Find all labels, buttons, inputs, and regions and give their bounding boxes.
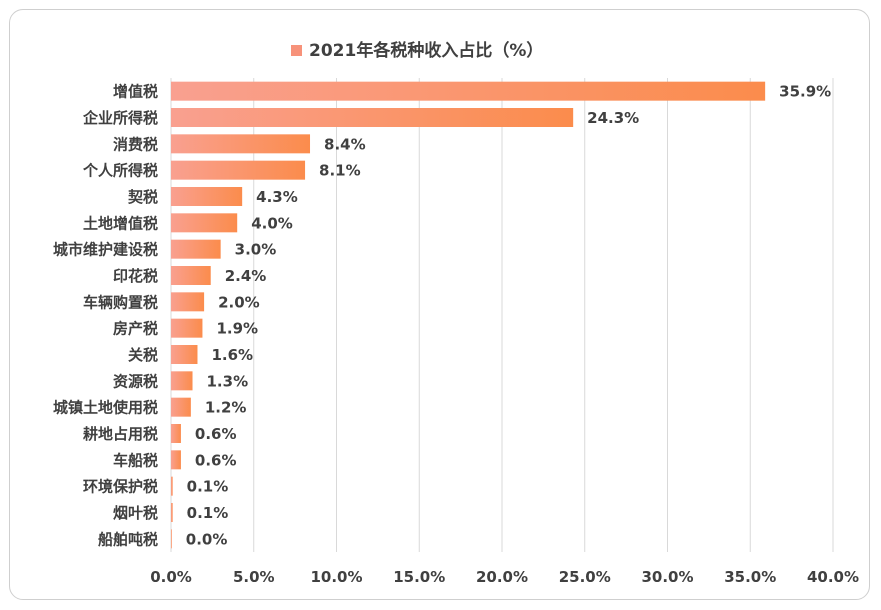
bar	[171, 187, 243, 206]
bar	[171, 345, 198, 364]
legend-label: 2021年各税种收入占比（%）	[309, 40, 543, 61]
data-label: 1.2%	[205, 399, 247, 417]
bar	[171, 266, 211, 285]
category-label: 车船税	[113, 451, 158, 469]
category-label: 烟叶税	[113, 504, 158, 522]
data-label: 0.0%	[186, 530, 228, 548]
x-tick-label: 35.0%	[724, 568, 776, 586]
x-tick-label: 15.0%	[393, 568, 445, 586]
category-label: 耕地占用税	[83, 425, 158, 443]
x-tick-label: 20.0%	[476, 568, 528, 586]
x-tick-label: 10.0%	[310, 568, 362, 586]
bar	[171, 318, 203, 338]
bar	[171, 424, 181, 443]
data-label: 4.0%	[251, 214, 293, 232]
bar	[171, 476, 173, 496]
bar	[171, 450, 181, 470]
data-label: 1.3%	[207, 372, 249, 390]
category-label: 消费税	[113, 135, 158, 153]
bar	[171, 81, 766, 101]
data-label: 3.0%	[235, 241, 277, 259]
legend-swatch	[291, 45, 302, 56]
x-axis-ticks: 0.0% 5.0% 10.0% 15.0% 20.0% 25.0% 30.0% 35.0% 40…	[150, 568, 859, 586]
bar	[171, 503, 173, 522]
bar	[171, 397, 191, 417]
x-tick-label: 40.0%	[807, 568, 859, 586]
x-tick-label: 30.0%	[641, 568, 693, 586]
bar	[171, 371, 193, 391]
category-labels: 增值税企业所得税消费税个人所得税契税土地增值税城市维护建设税印花税车辆购置税房产…	[53, 83, 158, 549]
category-label: 印花税	[113, 267, 158, 285]
bar	[171, 134, 311, 154]
data-label: 0.1%	[187, 478, 229, 496]
category-label: 资源税	[113, 372, 158, 390]
category-label: 城市维护建设税	[53, 241, 158, 259]
bar	[171, 160, 306, 180]
category-label: 契税	[127, 188, 158, 206]
category-label: 个人所得税	[82, 162, 158, 180]
bars	[171, 81, 766, 549]
data-label: 0.6%	[195, 425, 237, 443]
gridlines	[170, 78, 834, 552]
data-label: 2.4%	[225, 267, 267, 285]
bar	[171, 239, 221, 259]
bar	[171, 292, 205, 312]
data-label: 8.1%	[319, 162, 361, 180]
data-label: 0.6%	[195, 451, 237, 469]
category-label: 车辆购置税	[83, 293, 158, 311]
data-label: 24.3%	[587, 109, 639, 127]
x-tick-label: 25.0%	[559, 568, 611, 586]
data-label: 35.9%	[779, 83, 831, 101]
data-label: 2.0%	[218, 293, 260, 311]
category-label: 房产税	[113, 320, 158, 338]
bar	[171, 213, 238, 233]
category-label: 城镇土地使用税	[53, 399, 158, 417]
bar	[171, 529, 172, 549]
category-label: 船舶吨税	[98, 530, 158, 548]
category-label: 环境保护税	[83, 478, 158, 496]
data-label: 1.6%	[211, 346, 253, 364]
bar	[171, 108, 574, 127]
data-label: 8.4%	[324, 135, 366, 153]
chart-frame	[9, 9, 870, 600]
data-label: 4.3%	[256, 188, 298, 206]
data-label: 0.1%	[187, 504, 229, 522]
data-label: 1.9%	[216, 320, 258, 338]
x-tick-label: 5.0%	[233, 568, 275, 586]
category-label: 土地增值税	[83, 214, 158, 232]
category-label: 增值税	[113, 83, 158, 101]
legend: 2021年各税种收入占比（%）	[291, 40, 543, 61]
value-labels: 35.9% 24.3% 8.4% 8.1% 4.3% 4.0% 3.0% 2.4% 2.0% 1.…	[186, 83, 831, 549]
x-tick-label: 0.0%	[150, 568, 192, 586]
category-label: 关税	[128, 346, 158, 364]
category-label: 企业所得税	[82, 109, 158, 127]
